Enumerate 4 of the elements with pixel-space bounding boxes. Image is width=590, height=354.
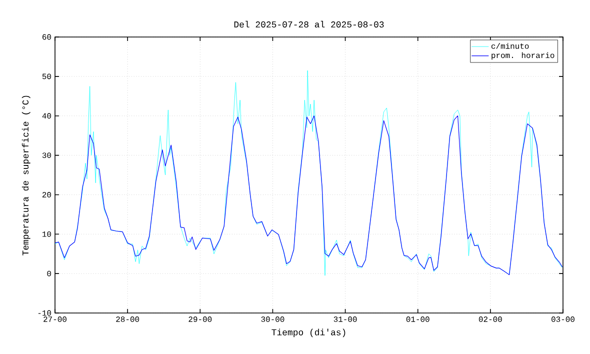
x-axis-title: Tiempo (di'as) xyxy=(272,328,346,338)
chart-title: Del 2025-07-28 al 2025-08-03 xyxy=(234,20,384,28)
y-axis-title: Temperatura de superficie (°C) xyxy=(22,96,30,256)
line-series xyxy=(55,116,563,276)
